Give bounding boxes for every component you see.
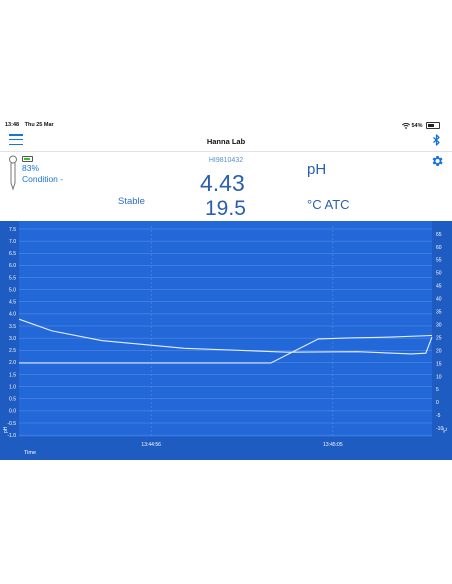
y-right-tick-label: 65	[436, 232, 442, 238]
wifi-icon	[401, 122, 410, 129]
x-axis-label: Time	[24, 450, 36, 456]
app-title: Hanna Lab	[206, 137, 246, 146]
y-right-tick-label: 50	[436, 271, 442, 277]
y-right-tick-label: 0	[436, 400, 439, 406]
probe-icon	[9, 155, 17, 191]
status-time: 13:48 Thu 25 Mar	[5, 122, 54, 128]
y-left-tick-label: 4.0	[9, 312, 16, 318]
y-right-tick-label: 35	[436, 310, 442, 316]
y-right-tick-label: 20	[436, 348, 442, 354]
y-left-tick-label: 0.0	[9, 409, 16, 415]
y-right-tick-label: 5	[436, 387, 439, 393]
y-left-tick-label: -0.5	[7, 421, 16, 427]
y-left-tick-label: 0.5	[9, 397, 16, 403]
status-clock: 13:48	[5, 122, 20, 128]
bottom-axis-panel	[0, 437, 452, 460]
y-left-tick-label: -1.0	[7, 433, 16, 439]
series-line-ph	[18, 318, 433, 355]
ph-value: 4.43	[200, 170, 245, 196]
temperature-unit: °C ATC	[307, 197, 350, 212]
header-divider	[0, 151, 452, 152]
chart-area[interactable]: 7.5 7.0 6.5 6.0 5.5 5.0 4.5 4.0 3.5 3.0 2.5 2.0 1.5 1…	[0, 221, 452, 460]
y-right-axis-label: °C	[443, 427, 449, 433]
y-left-tick-label: 6.5	[9, 251, 16, 257]
status-indicators: 54%	[401, 122, 440, 129]
battery-percent: 54%	[411, 122, 423, 129]
probe-condition: Condition -	[22, 174, 64, 184]
y-right-tick-label: 15	[436, 361, 442, 367]
device-id: HI9810432	[208, 157, 244, 164]
status-date: Thu 25 Mar	[24, 122, 54, 128]
y-left-tick-label: 5.5	[9, 275, 16, 281]
gear-icon[interactable]	[430, 154, 444, 168]
y-left-axis-label: pH	[3, 426, 9, 433]
probe-battery-percent: 83%	[22, 163, 40, 173]
menu-icon[interactable]	[9, 134, 23, 146]
y-right-tick-label: 60	[436, 245, 442, 251]
y-left-tick-label: 2.0	[9, 360, 16, 366]
series-line-temperature	[19, 334, 433, 364]
y-right-tick-label: 10	[436, 374, 442, 380]
y-right-tick-label: -5	[436, 413, 441, 419]
y-left-tick-label: 3.5	[9, 324, 16, 330]
y-right-tick-label: 55	[436, 258, 442, 264]
y-left-tick-label: 1.5	[9, 372, 16, 378]
bluetooth-icon[interactable]	[432, 134, 441, 146]
y-right-tick-label: -10	[436, 426, 443, 432]
probe-battery-icon	[22, 156, 33, 162]
ph-unit: pH	[307, 161, 327, 178]
stability-status: Stable	[118, 196, 145, 207]
y-right-tick-label: 45	[436, 284, 442, 290]
measurement-chart[interactable]: 7.5 7.0 6.5 6.0 5.5 5.0 4.5 4.0 3.5 3.0 2.5 2.0 1.5 1…	[0, 221, 452, 460]
x-tick-label: 13:44:56	[141, 442, 161, 448]
y-left-tick-label: 7.5	[9, 227, 16, 233]
y-left-tick-label: 5.0	[9, 287, 16, 293]
y-left-tick-label: 1.0	[9, 384, 16, 390]
y-right-tick-label: 40	[436, 297, 442, 303]
y-right-tick-label: 25	[436, 335, 442, 341]
temperature-value: 19.5	[205, 197, 246, 220]
y-left-tick-label: 2.5	[9, 348, 16, 354]
left-axis-panel	[0, 221, 19, 460]
y-left-tick-label: 4.5	[9, 300, 16, 306]
y-right-tick-label: 30	[436, 322, 442, 328]
right-axis-panel	[432, 221, 452, 460]
x-tick-label: 13:45:05	[323, 442, 343, 448]
battery-icon	[426, 122, 440, 129]
y-left-tick-label: 6.0	[9, 263, 16, 269]
y-left-tick-label: 3.0	[9, 336, 16, 342]
y-left-tick-label: 7.0	[9, 239, 16, 245]
